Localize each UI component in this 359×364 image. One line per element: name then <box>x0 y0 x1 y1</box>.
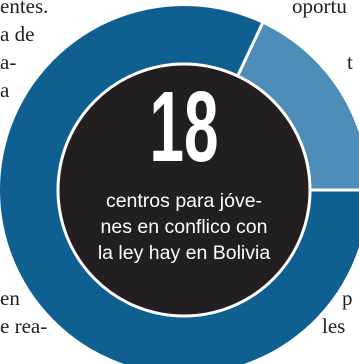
text-fragment: e rea- <box>0 314 48 338</box>
donut-slice-light <box>235 23 359 190</box>
text-fragment: entes. <box>0 0 49 18</box>
text-fragment: en <box>0 286 20 310</box>
caption-line: centros para jóve- <box>105 190 263 212</box>
text-fragment: p <box>342 286 353 310</box>
text-fragment: a- <box>0 50 17 74</box>
center-disc <box>56 62 312 318</box>
caption: centros para jóve- nes en conflico con l… <box>72 188 296 266</box>
text-fragment: les <box>322 314 346 338</box>
text-fragment: t <box>347 50 353 74</box>
text-fragment: oportu <box>292 0 347 18</box>
caption-line: nes en conflico con <box>100 216 268 238</box>
caption-line: la ley hay en Bolivia <box>97 242 271 264</box>
text-fragment: a <box>0 78 10 102</box>
slice-separator <box>232 21 265 84</box>
text-fragment: a de <box>0 22 35 46</box>
big-number: 18 <box>149 71 219 183</box>
